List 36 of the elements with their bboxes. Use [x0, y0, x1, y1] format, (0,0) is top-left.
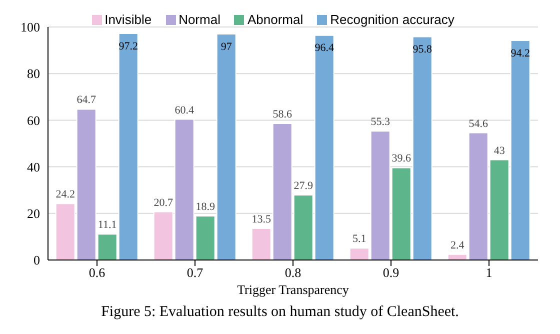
data-label: 54.6 — [468, 118, 488, 130]
x-tick-label: 0.8 — [284, 265, 302, 280]
x-axis-title: Trigger Transparency — [237, 282, 350, 297]
legend-label: Invisible — [104, 12, 152, 27]
data-label: 94.2 — [510, 47, 530, 60]
data-label: 58.6 — [272, 108, 292, 120]
data-label: 97 — [220, 40, 232, 53]
caption: Figure 5: Evaluation results on human study of CleanSheet. — [100, 304, 460, 321]
y-tick-label: 100 — [20, 20, 40, 35]
data-label: 39.6 — [392, 152, 412, 165]
y-tick-label: 20 — [27, 206, 40, 222]
legend-label: Abnormal — [246, 12, 304, 27]
data-label: 13.5 — [252, 214, 272, 226]
data-label: 20.7 — [154, 196, 174, 209]
data-label: 24.2 — [56, 188, 75, 201]
data-label: 18.9 — [196, 200, 216, 213]
data-label: 11.1 — [98, 219, 117, 232]
data-label: 55.3 — [370, 116, 390, 128]
data-label: 43 — [494, 144, 506, 157]
x-tick-label: 0.9 — [382, 265, 400, 280]
x-tick-label: 0.6 — [88, 265, 106, 280]
x-tick-label: 0.7 — [186, 265, 204, 280]
data-label: 97.2 — [118, 40, 138, 52]
legend-label: Normal — [178, 12, 220, 27]
data-label: 27.9 — [294, 180, 314, 192]
data-label: 64.7 — [76, 94, 96, 106]
y-tick-label: 80 — [27, 66, 40, 82]
y-tick-label: 60 — [27, 112, 40, 128]
y-tick-label: 0 — [34, 252, 40, 268]
y-tick-label: 40 — [27, 159, 40, 174]
x-tick-label: 1 — [486, 265, 492, 280]
data-label: 60.4 — [174, 104, 194, 116]
data-label: 95.8 — [412, 44, 432, 56]
data-label: 2.4 — [450, 239, 465, 252]
legend-label: Recognition accuracy — [329, 12, 454, 27]
data-label: 5.1 — [352, 233, 366, 246]
